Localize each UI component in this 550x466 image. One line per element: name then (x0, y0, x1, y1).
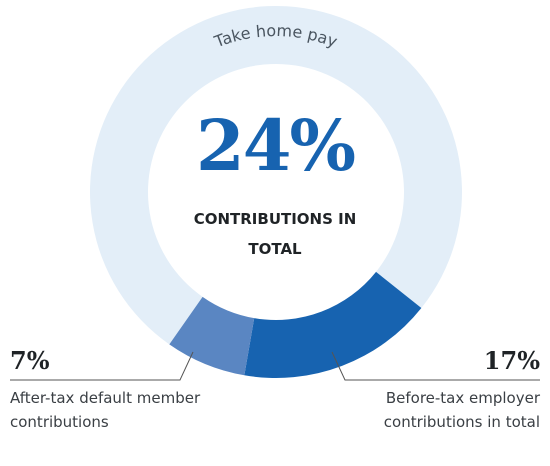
center-text: CONTRIBUTIONS IN TOTAL (193, 210, 357, 258)
value-label: 7% (10, 346, 50, 375)
category-label: Before-tax employer contributions in tot… (383, 389, 540, 431)
donut-segment (89, 5, 462, 345)
leader-line (331, 351, 540, 381)
leader-line (10, 351, 194, 381)
donut-segment (169, 296, 255, 376)
donut-segment (244, 271, 422, 378)
center-value: 24% (196, 104, 356, 187)
donut (89, 5, 462, 378)
category-label: After-tax default member contributions (10, 389, 201, 431)
value-label: 17% (483, 346, 540, 375)
